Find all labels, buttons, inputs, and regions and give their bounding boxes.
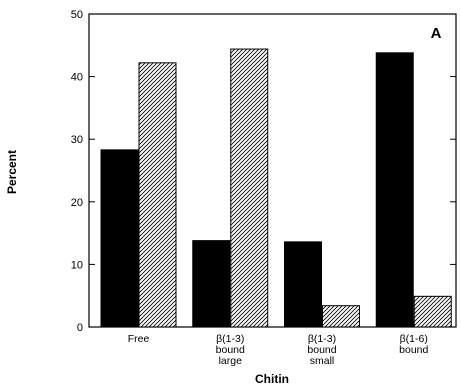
bar-series2-cat3 [322, 305, 360, 328]
bars [100, 48, 452, 328]
x-category-label-line: β(1-6) [400, 333, 428, 345]
x-category-label-line: large [219, 355, 243, 367]
bar-series2-cat4 [413, 295, 452, 328]
x-category-label: β(1-6) bound [399, 333, 428, 356]
x-category-label-line: bound [307, 344, 336, 356]
x-category-label-line: Free [128, 333, 150, 345]
y-tick-label: 40 [71, 72, 83, 84]
x-axis-title: Chitin [255, 372, 289, 386]
bar-series1-cat4 [375, 52, 414, 328]
y-tick-label: 10 [71, 259, 83, 271]
y-tick-label: 0 [77, 322, 83, 334]
x-category-label-line: β(1-3) [308, 333, 336, 345]
bar-series1-cat2 [192, 240, 231, 328]
x-category-label-line: bound [399, 344, 428, 356]
y-tick-label: 50 [71, 9, 83, 21]
y-axis-title: Percent [5, 150, 19, 194]
y-tick-label: 20 [71, 197, 83, 209]
x-category-label: β(1-3) bound large [216, 333, 245, 367]
x-category-label-line: bound [216, 344, 245, 356]
bar-series1-cat3 [284, 241, 322, 328]
plot-frame [88, 13, 457, 328]
x-category-label: β(1-3) bound small [307, 333, 336, 367]
bar-series2-cat2 [230, 48, 269, 328]
y-tick-label: 30 [71, 134, 83, 146]
y-axis: 0 10 20 30 40 50 [71, 9, 456, 334]
panel-label: A [431, 25, 442, 42]
x-category-label-line: small [310, 355, 335, 367]
bar-series1-cat1 [100, 149, 139, 328]
x-category-label-line: β(1-3) [216, 333, 244, 345]
bar-series2-cat1 [138, 62, 177, 328]
x-category-label: Free [128, 333, 150, 345]
